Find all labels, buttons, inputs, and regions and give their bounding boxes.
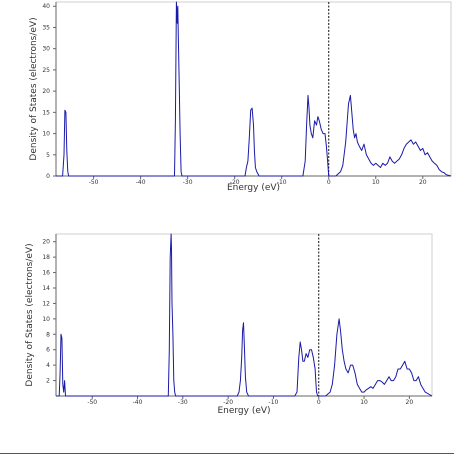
x-tick-label: -20 [230,179,240,186]
y-tick-label: 2 [46,378,50,385]
y-tick-label: 10 [42,316,50,323]
x-tick-label: -10 [269,399,279,406]
dos-series-line [56,1,452,177]
y-tick-label: 5 [46,152,50,159]
x-tick-label: -10 [277,179,287,186]
x-tick-label: -50 [89,179,99,186]
dos-chart-top: -50 -40 -30 -20 -10 0 10 20 0 5 10 15 20 25 30 35 40 Ener… [29,1,452,193]
x-axis-label: Energy (eV) [217,406,270,416]
x-tick-label: 0 [327,179,331,186]
x-tick-label: -30 [178,399,188,406]
y-tick-label: 4 [46,362,50,369]
x-tick-label: 10 [372,179,380,186]
x-tick-label: 10 [360,399,368,406]
y-axis-label: Density of States (electrons/eV) [25,243,35,386]
y-tick-label: 18 [42,254,50,261]
x-tick-label: 0 [317,399,321,406]
y-tick-label: 6 [46,347,50,354]
plot-frame [55,1,452,177]
y-axis-label: Density of States (electrons/eV) [29,17,39,160]
x-tick-label: 20 [419,179,427,186]
dos-chart-bottom: -50 -40 -30 -20 -10 0 10 20 2 4 6 8 10 12 14 16 18 20 Ener… [25,233,433,416]
dos-series-line [56,233,433,397]
y-tick-label: 10 [42,131,50,138]
x-tick-label: -40 [136,179,146,186]
y-tick-label: 12 [42,300,50,307]
x-tick-label: -20 [223,399,233,406]
y-tick-label: 16 [42,270,50,277]
x-tick-label: 20 [406,399,414,406]
y-tick-label: 40 [42,3,50,10]
y-tick-label: 25 [42,67,50,74]
x-tick-label: -50 [87,399,97,406]
y-tick-label: 14 [42,285,50,292]
y-tick-label: 8 [46,331,50,338]
y-tick-label: 30 [42,46,50,53]
y-tick-label: 20 [42,239,50,246]
y-tick-label: 15 [42,109,50,116]
x-tick-label: -30 [183,179,193,186]
y-tick-label: 0 [46,173,50,180]
footer-rule [0,453,454,454]
x-axis-label: Energy (eV) [227,183,280,193]
y-tick-label: 20 [42,88,50,95]
y-tick-label: 35 [42,24,50,31]
plot-frame [55,233,433,397]
x-tick-label: -40 [133,399,143,406]
